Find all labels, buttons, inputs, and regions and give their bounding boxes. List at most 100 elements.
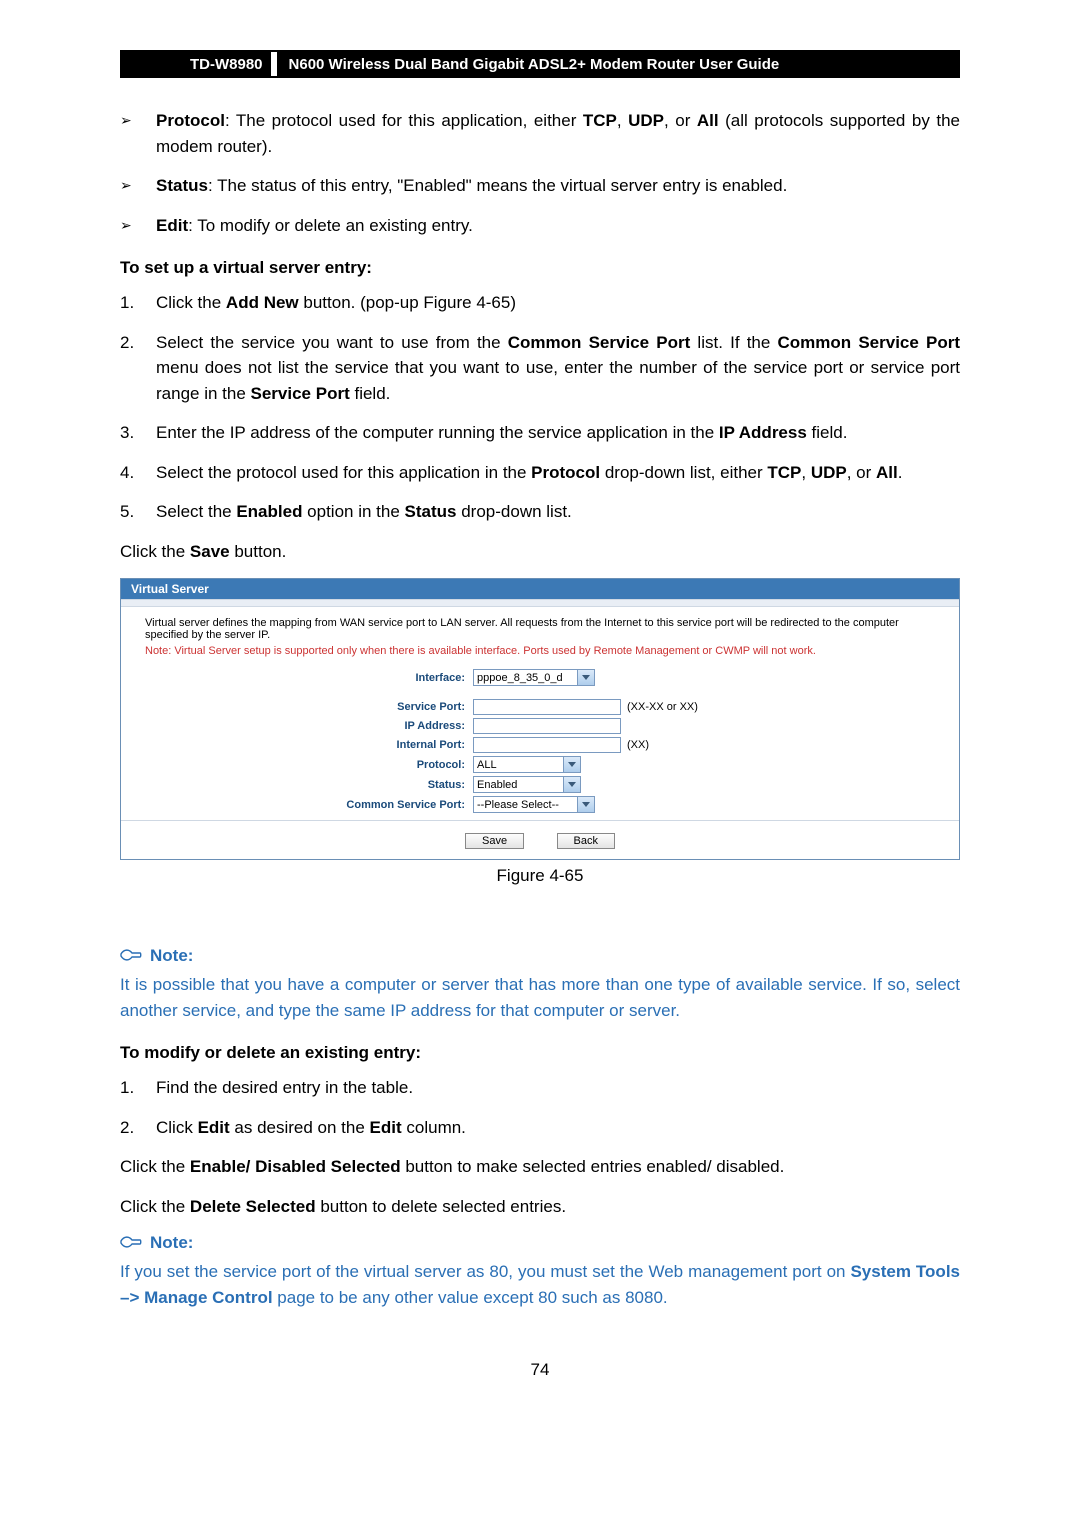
form-row-internal-port: Internal Port: (XX) — [145, 737, 935, 753]
step-text: Select the protocol used for this applic… — [156, 460, 960, 486]
ip-input[interactable] — [473, 718, 621, 734]
interface-field: pppoe_8_35_0_d — [473, 669, 595, 686]
step-text: Select the Enabled option in the Status … — [156, 499, 960, 525]
ip-field — [473, 718, 621, 734]
select-value: ALL — [477, 759, 497, 771]
text: Select the — [156, 502, 236, 521]
modify-step-2: 2. Click Edit as desired on the Edit col… — [120, 1115, 960, 1141]
interface-select[interactable]: pppoe_8_35_0_d — [473, 669, 595, 686]
protocol-label: Protocol: — [145, 759, 473, 771]
modify-heading: To modify or delete an existing entry: — [120, 1043, 960, 1063]
step-text: Click the Add New button. (pop-up Figure… — [156, 290, 960, 316]
setup-step-1: 1. Click the Add New button. (pop-up Fig… — [120, 290, 960, 316]
service-port-hint: (XX-XX or XX) — [627, 701, 698, 713]
document-title: N600 Wireless Dual Band Gigabit ADSL2+ M… — [277, 52, 960, 76]
enable-term: Enable/ Disabled Selected — [190, 1157, 401, 1176]
text: button. — [230, 542, 287, 561]
form-row-status: Status: Enabled — [145, 776, 935, 793]
note-heading: Note: — [120, 1233, 960, 1253]
protocol-term: Protocol — [156, 111, 225, 130]
text: Enter the IP address of the computer run… — [156, 423, 719, 442]
text: list. If the — [690, 333, 777, 352]
protocol-select[interactable]: ALL — [473, 756, 581, 773]
text: drop-down list. — [457, 502, 572, 521]
text: : To modify or delete an existing entry. — [188, 216, 473, 235]
definition-status-text: Status: The status of this entry, "Enabl… — [156, 173, 960, 199]
note-label: Note: — [150, 946, 193, 966]
modify-step-1: 1. Find the desired entry in the table. — [120, 1075, 960, 1101]
common-port-field: --Please Select-- — [473, 796, 595, 813]
step-text: Select the service you want to use from … — [156, 330, 960, 407]
definition-edit-text: Edit: To modify or delete an existing en… — [156, 213, 960, 239]
text: button to delete selected entries. — [316, 1197, 566, 1216]
text: . — [898, 463, 903, 482]
text: drop-down list, either — [600, 463, 767, 482]
sp-term: Service Port — [251, 384, 350, 403]
edit-term: Edit — [156, 216, 188, 235]
chevron-down-icon — [577, 670, 594, 685]
back-button[interactable]: Back — [557, 833, 615, 849]
status-term: Status — [156, 176, 208, 195]
model-label: TD-W8980 — [120, 52, 271, 76]
service-port-input[interactable] — [473, 699, 621, 715]
form-row-common-port: Common Service Port: --Please Select-- — [145, 796, 935, 813]
common-port-label: Common Service Port: — [145, 799, 473, 811]
proto-term: Protocol — [531, 463, 600, 482]
internal-port-input[interactable] — [473, 737, 621, 753]
tcp-term: TCP — [767, 463, 801, 482]
list-number: 1. — [120, 1075, 156, 1101]
list-number: 5. — [120, 499, 156, 525]
setup-step-3: 3. Enter the IP address of the computer … — [120, 420, 960, 446]
text: page to be any other value except 80 suc… — [273, 1288, 668, 1307]
text: Click — [156, 1118, 198, 1137]
note-body: If you set the service port of the virtu… — [120, 1259, 960, 1310]
enable-instruction: Click the Enable/ Disabled Selected butt… — [120, 1154, 960, 1180]
figure-title: Virtual Server — [121, 579, 959, 599]
pointing-hand-icon — [120, 948, 142, 964]
udp-term: UDP — [628, 111, 664, 130]
status-term: Status — [405, 502, 457, 521]
common-port-select[interactable]: --Please Select-- — [473, 796, 595, 813]
internal-port-hint: (XX) — [627, 739, 649, 751]
step-text: Find the desired entry in the table. — [156, 1075, 960, 1101]
text: Click the — [120, 542, 190, 561]
text: Click the — [156, 293, 226, 312]
all-term: All — [876, 463, 898, 482]
list-number: 3. — [120, 420, 156, 446]
chevron-right-icon: ➢ — [120, 173, 156, 199]
status-field: Enabled — [473, 776, 581, 793]
text: If you set the service port of the virtu… — [120, 1262, 850, 1281]
select-value: Enabled — [477, 779, 517, 791]
list-number: 4. — [120, 460, 156, 486]
definition-status: ➢ Status: The status of this entry, "Ena… — [120, 173, 960, 199]
delete-instruction: Click the Delete Selected button to dele… — [120, 1194, 960, 1220]
chevron-down-icon — [563, 757, 580, 772]
add-new-term: Add New — [226, 293, 299, 312]
page-container: TD-W8980 N600 Wireless Dual Band Gigabit… — [0, 0, 1080, 1430]
text: as desired on the — [230, 1118, 370, 1137]
status-select[interactable]: Enabled — [473, 776, 581, 793]
csp-term: Common Service Port — [778, 333, 961, 352]
chevron-right-icon: ➢ — [120, 108, 156, 159]
list-number: 2. — [120, 330, 156, 407]
select-value: --Please Select-- — [477, 799, 559, 811]
chevron-down-icon — [577, 797, 594, 812]
save-button[interactable]: Save — [465, 833, 524, 849]
form-row-protocol: Protocol: ALL — [145, 756, 935, 773]
edit-term: Edit — [198, 1118, 230, 1137]
form-row-ip: IP Address: — [145, 718, 935, 734]
definition-protocol-text: Protocol: The protocol used for this app… — [156, 108, 960, 159]
figure-description: Virtual server defines the mapping from … — [145, 617, 935, 641]
text: Click the — [120, 1197, 190, 1216]
setup-step-2: 2. Select the service you want to use fr… — [120, 330, 960, 407]
text: Select the service you want to use from … — [156, 333, 508, 352]
service-port-field: (XX-XX or XX) — [473, 699, 698, 715]
chevron-down-icon — [563, 777, 580, 792]
csp-term: Common Service Port — [508, 333, 691, 352]
pointing-hand-icon — [120, 1235, 142, 1251]
list-number: 2. — [120, 1115, 156, 1141]
text: field. — [807, 423, 848, 442]
text: option in the — [302, 502, 404, 521]
figure-note: Note: Virtual Server setup is supported … — [145, 645, 935, 657]
save-term: Save — [190, 542, 230, 561]
